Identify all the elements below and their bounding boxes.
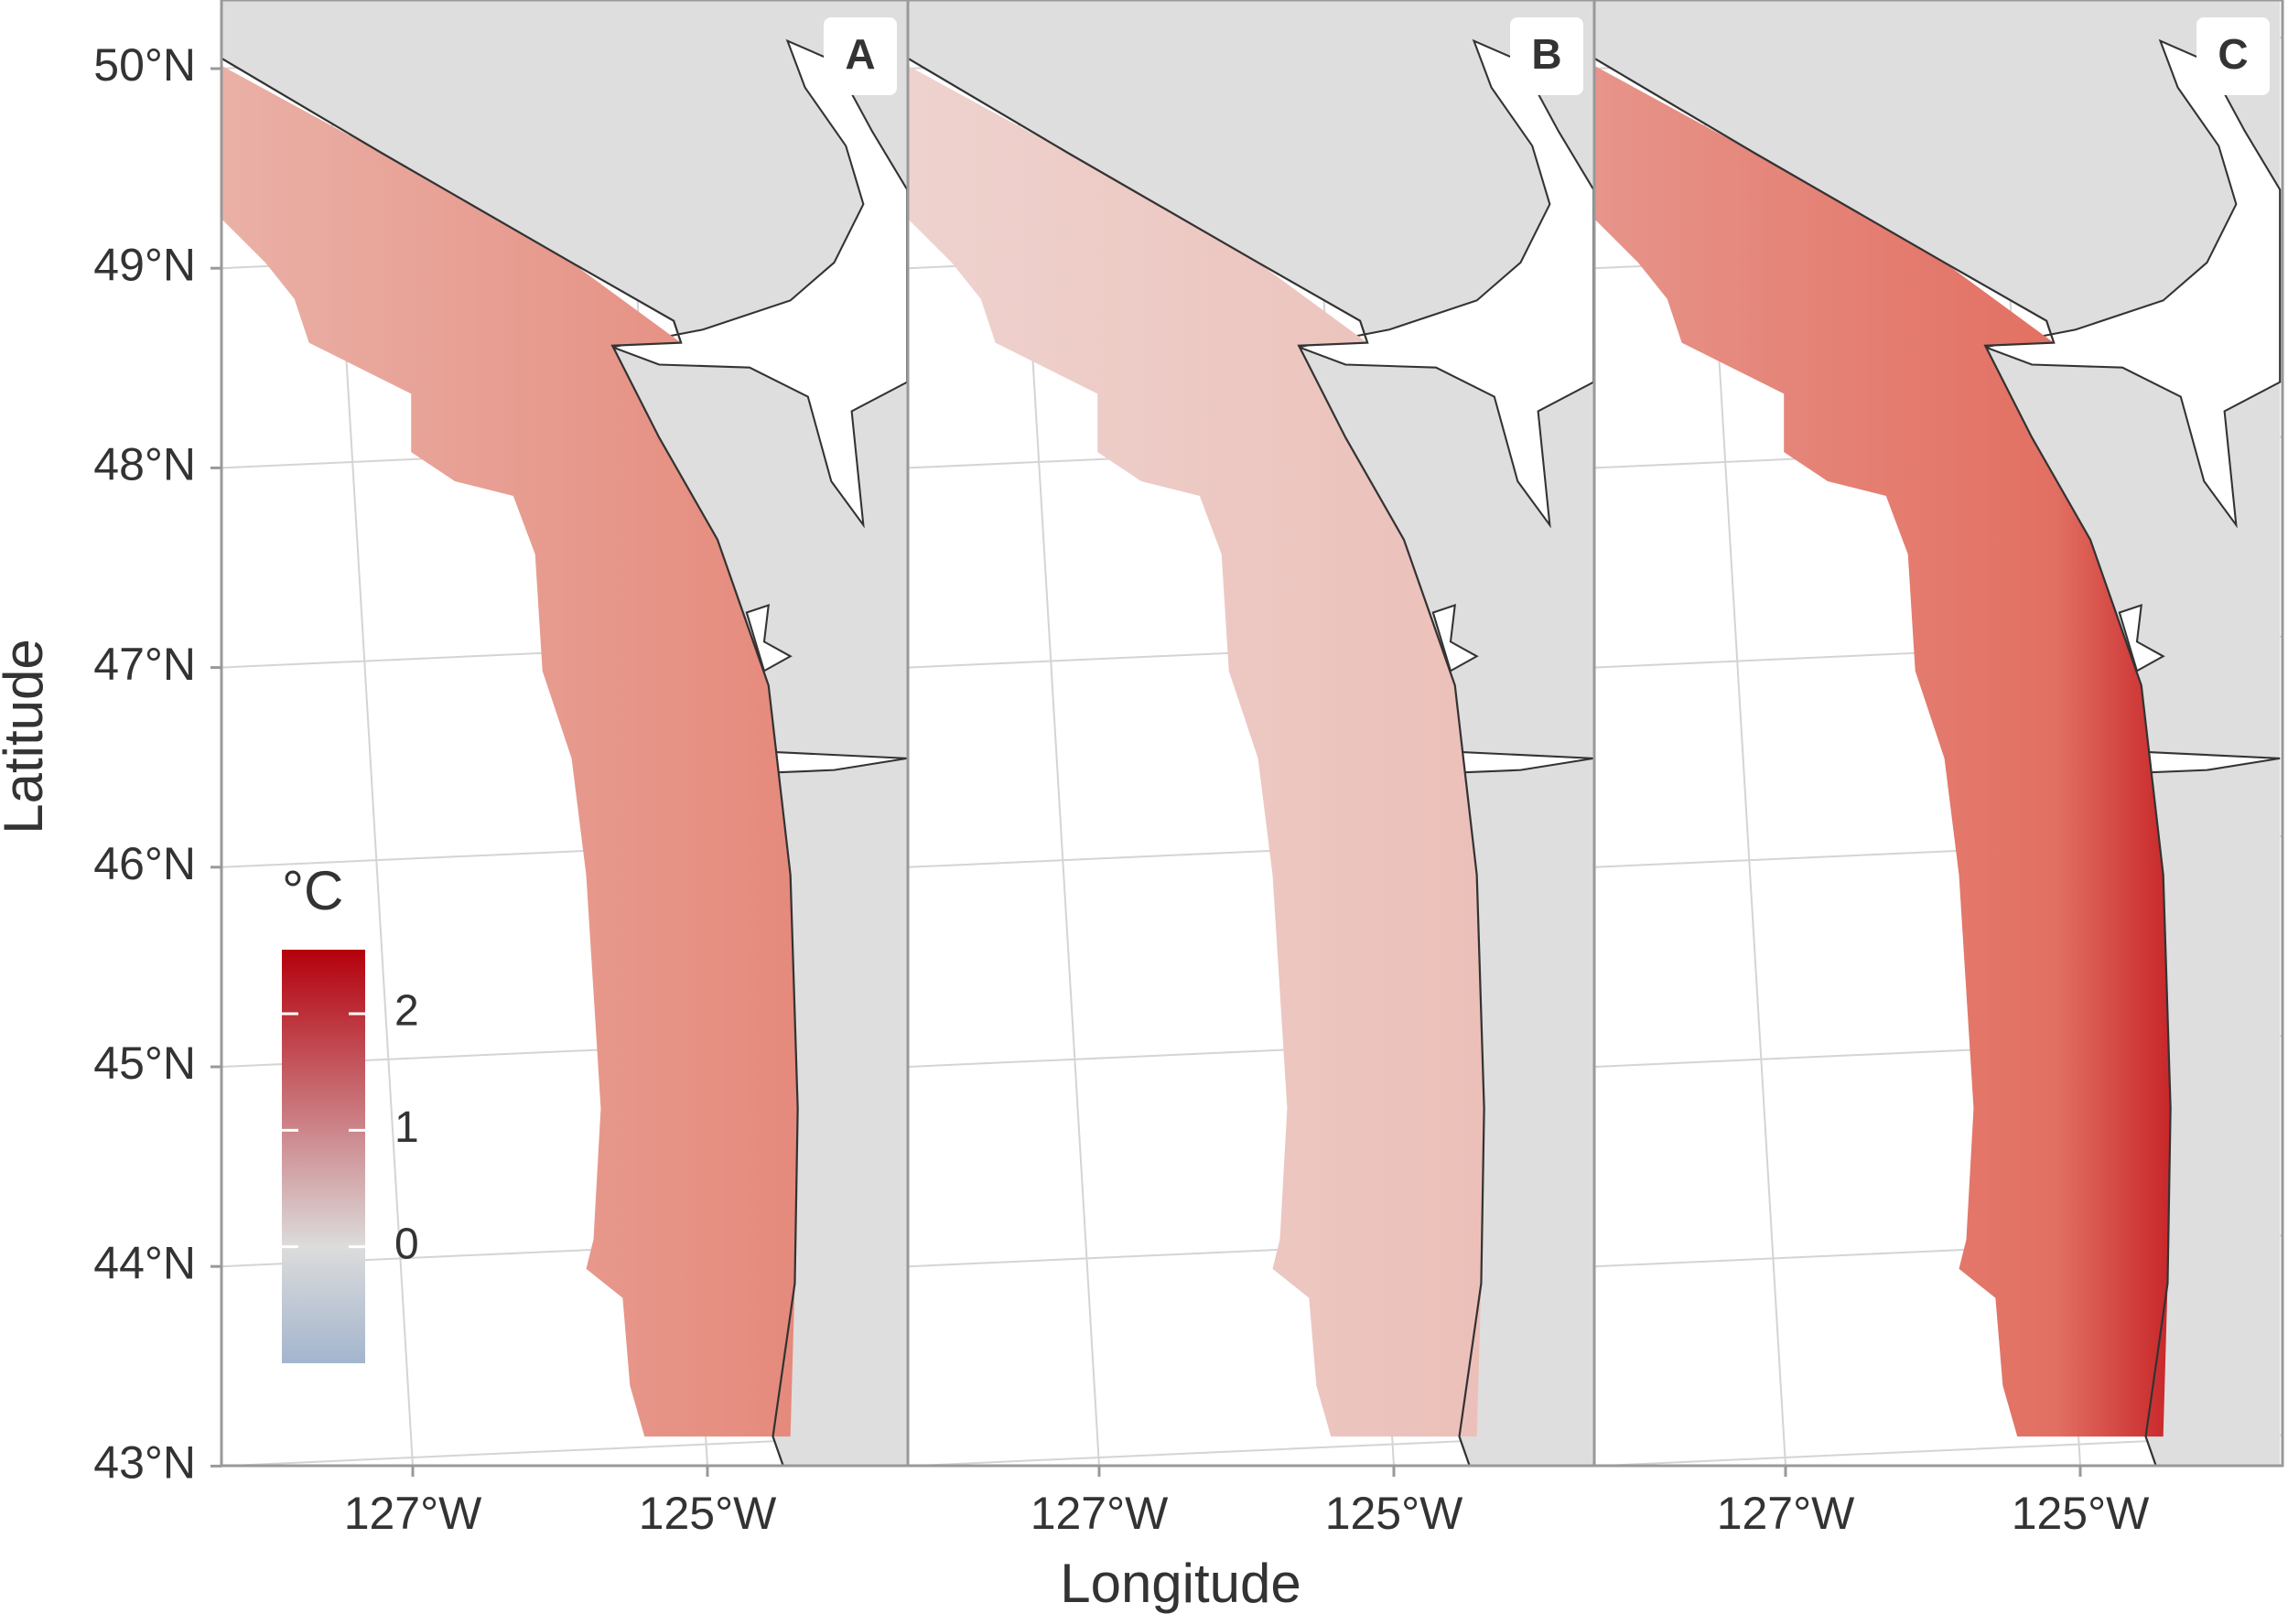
x-tick-label: 125°W — [639, 1488, 777, 1539]
panel-label-box — [2196, 17, 2270, 95]
panel-label-box — [824, 17, 897, 95]
y-tick-label: 49°N — [93, 239, 196, 290]
panels: A 127°W 125°W B 127°W 125°W C 127°W 125°W — [220, 0, 2284, 1539]
y-tick-label: 46°N — [93, 838, 196, 889]
panel-content — [908, 0, 1596, 1466]
legend: °C 0 1 2 — [282, 860, 419, 1363]
legend-tick-label: 1 — [394, 1103, 419, 1152]
legend-tick-label: 2 — [394, 987, 419, 1036]
y-tick-label: 45°N — [93, 1038, 196, 1089]
map-panel: B 127°W 125°W — [906, 0, 1598, 1539]
panel-label: A — [845, 30, 875, 78]
panel-label: C — [2218, 30, 2248, 78]
y-tick-label: 47°N — [93, 639, 196, 690]
y-axis-title: Latitude — [0, 639, 54, 834]
legend-tick-label: 0 — [394, 1220, 419, 1268]
legend-title: °C — [282, 860, 343, 921]
x-axis-title: Longitude — [1060, 1553, 1301, 1614]
color-bar — [282, 950, 365, 1363]
x-tick-label: 125°W — [1325, 1488, 1463, 1539]
panel-content — [1594, 0, 2283, 1466]
panel-label: B — [1531, 30, 1561, 78]
y-tick-label: 44°N — [93, 1237, 196, 1288]
y-tick-label: 48°N — [93, 439, 196, 490]
x-tick-label: 127°W — [1031, 1488, 1169, 1539]
map-panel: C 127°W 125°W — [1592, 0, 2284, 1539]
x-tick-label: 125°W — [2012, 1488, 2150, 1539]
y-tick-label: 43°N — [93, 1437, 196, 1489]
panel-label-box — [1510, 17, 1583, 95]
y-tick-label: 50°N — [93, 39, 196, 91]
x-tick-label: 127°W — [344, 1488, 482, 1539]
panel-frame — [1592, 0, 2284, 1468]
x-tick-label: 127°W — [1717, 1488, 1855, 1539]
